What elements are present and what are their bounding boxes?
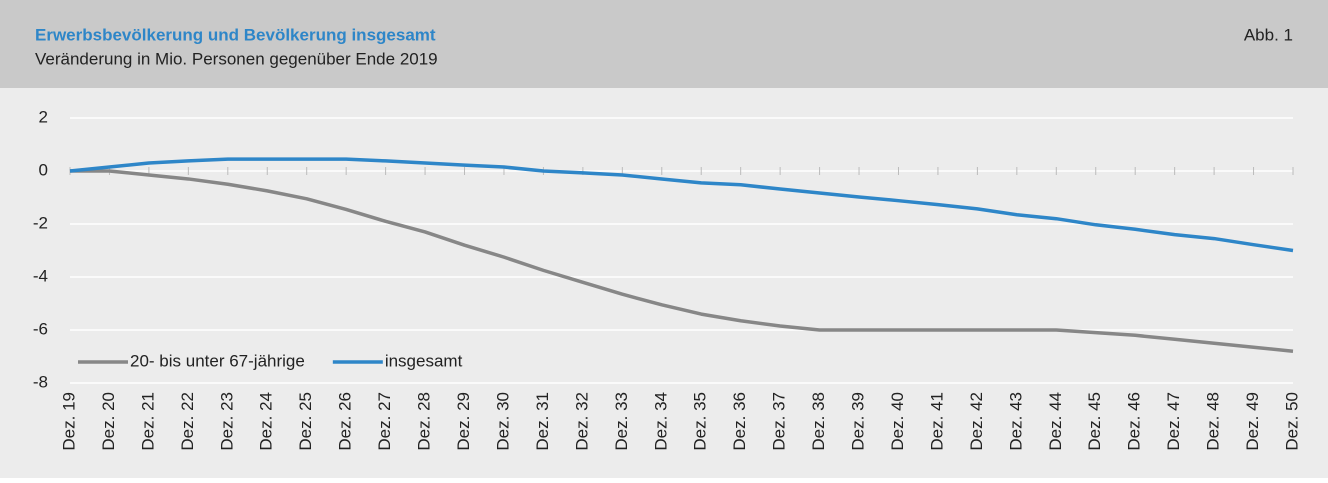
y-tick-label: -8: [33, 372, 48, 391]
x-tick-label: Dez. 22: [178, 392, 197, 451]
x-tick-label: Dez. 44: [1046, 392, 1065, 451]
chart-subtitle: Veränderung in Mio. Personen gegenüber E…: [35, 49, 438, 68]
x-tick-label: Dez. 40: [888, 392, 907, 451]
x-tick-label: Dez. 25: [296, 392, 315, 451]
x-tick-label: Dez. 29: [454, 392, 473, 451]
series-line: [70, 169, 1294, 353]
x-tick-label: Dez. 32: [572, 392, 591, 451]
x-tick-label: Dez. 42: [967, 392, 986, 451]
x-tick-label: Dez. 28: [415, 392, 434, 451]
y-tick-label: -4: [33, 266, 48, 285]
x-tick-label: Dez. 46: [1125, 392, 1144, 451]
legend-label: 20- bis unter 67-jährige: [130, 351, 305, 370]
x-tick-label: Dez. 24: [257, 392, 276, 451]
x-tick-label: Dez. 50: [1282, 392, 1301, 451]
x-tick-label: Dez. 48: [1204, 392, 1223, 451]
header-band: [0, 0, 1328, 88]
x-tick-label: Dez. 31: [533, 392, 552, 451]
x-tick-label: Dez. 23: [217, 392, 236, 451]
series-line: [69, 157, 1294, 253]
x-tick-label: Dez. 43: [1006, 392, 1025, 451]
x-tick-label: Dez. 21: [138, 392, 157, 451]
x-tick-label: Dez. 49: [1243, 392, 1262, 451]
x-tick-label: Dez. 30: [493, 392, 512, 451]
x-tick-label: Dez. 34: [651, 392, 670, 451]
x-tick-label: Dez. 19: [59, 392, 78, 451]
figure-label: Abb. 1: [1244, 25, 1293, 44]
chart-title: Erwerbsbevölkerung und Bevölkerung insge…: [35, 25, 436, 44]
x-tick-label: Dez. 20: [99, 392, 118, 451]
x-tick-label: Dez. 47: [1164, 392, 1183, 451]
x-tick-label: Dez. 36: [730, 392, 749, 451]
y-tick-label: 0: [39, 160, 48, 179]
x-tick-label: Dez. 45: [1085, 392, 1104, 451]
x-tick-label: Dez. 35: [691, 392, 710, 451]
x-tick-label: Dez. 41: [927, 392, 946, 451]
y-tick-label: -2: [33, 213, 48, 232]
legend-label: insgesamt: [385, 351, 463, 370]
x-tick-label: Dez. 33: [612, 392, 631, 451]
y-tick-label: -6: [33, 319, 48, 338]
x-tick-label: Dez. 38: [809, 392, 828, 451]
x-tick-label: Dez. 39: [849, 392, 868, 451]
y-tick-label: 2: [39, 107, 48, 126]
x-tick-label: Dez. 37: [770, 392, 789, 451]
x-tick-label: Dez. 26: [336, 392, 355, 451]
x-tick-label: Dez. 27: [375, 392, 394, 451]
